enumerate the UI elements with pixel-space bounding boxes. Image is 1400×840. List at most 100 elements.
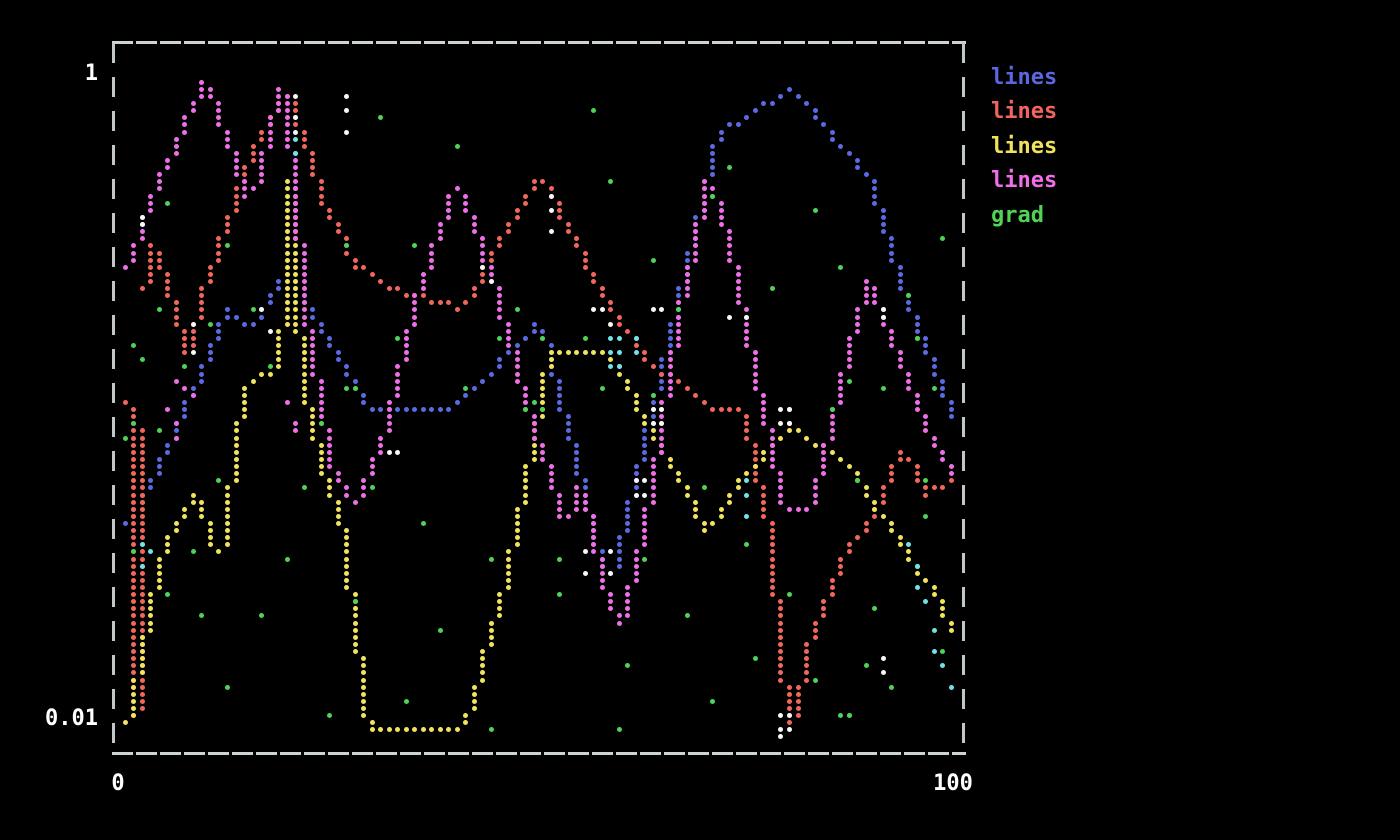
dot-series-3-lines bbox=[361, 478, 367, 484]
dot-overlap-white bbox=[642, 492, 648, 498]
dot-series-4-grad bbox=[829, 407, 835, 413]
dot-series-1-lines bbox=[804, 670, 809, 676]
dot-series-4-grad bbox=[437, 627, 443, 633]
dot-series-1-lines bbox=[786, 684, 792, 690]
dot-series-0-lines bbox=[659, 364, 665, 370]
dot-series-2-lines bbox=[361, 670, 367, 676]
dot-series-0-lines bbox=[625, 528, 631, 534]
dot-series-2-lines bbox=[207, 542, 213, 548]
dot-series-1-lines bbox=[880, 492, 886, 498]
dot-series-2-lines bbox=[897, 542, 903, 548]
dot-series-2-lines bbox=[872, 499, 878, 505]
dot-series-3-lines bbox=[165, 165, 171, 171]
legend-item-grad-4: grad bbox=[991, 202, 1044, 228]
dot-series-1-lines bbox=[582, 250, 588, 256]
dot-series-0-lines bbox=[897, 271, 903, 277]
dot-series-0-lines bbox=[931, 371, 937, 377]
dot-series-1-lines bbox=[131, 570, 137, 576]
dot-series-2-lines bbox=[514, 542, 520, 548]
dot-series-2-lines bbox=[250, 378, 256, 384]
dot-series-2-lines bbox=[352, 634, 358, 640]
dot-series-1-lines bbox=[139, 627, 145, 633]
dot-series-1-lines bbox=[148, 264, 154, 270]
dot-series-0-lines bbox=[880, 214, 886, 220]
dot-series-0-lines bbox=[335, 357, 341, 363]
dot-series-2-lines bbox=[523, 464, 529, 470]
dot-series-3-lines bbox=[131, 250, 137, 256]
dot-series-0-lines bbox=[778, 93, 784, 99]
dot-series-1-lines bbox=[582, 257, 588, 263]
dot-series-3-lines bbox=[599, 570, 605, 576]
dot-series-3-lines bbox=[284, 136, 290, 142]
legend-item-lines-3: lines bbox=[991, 168, 1058, 194]
dot-series-0-lines bbox=[242, 321, 248, 327]
dot-series-2-lines bbox=[761, 456, 767, 462]
dot-series-1-lines bbox=[914, 464, 920, 470]
dot-series-0-lines bbox=[557, 378, 563, 384]
dot-series-4-grad bbox=[710, 698, 716, 704]
dot-series-0-lines bbox=[429, 407, 435, 413]
dot-series-3-lines bbox=[540, 449, 546, 455]
dot-series-2-lines bbox=[165, 535, 171, 541]
dot-series-4-grad bbox=[838, 713, 844, 719]
dot-series-3-lines bbox=[931, 442, 937, 448]
dot-series-0-lines bbox=[182, 399, 188, 405]
dot-series-3-lines bbox=[591, 513, 597, 519]
dot-series-2-lines bbox=[131, 698, 137, 704]
dot-series-0-lines bbox=[199, 364, 205, 370]
dot-series-2-lines bbox=[139, 656, 145, 662]
dot-extra-violet bbox=[173, 378, 179, 384]
dot-series-2-lines bbox=[352, 620, 358, 626]
dot-series-2-lines bbox=[284, 236, 290, 242]
dot-series-2-lines bbox=[148, 592, 154, 598]
dot-series-3-lines bbox=[403, 357, 409, 363]
dot-overlap-white bbox=[344, 108, 350, 114]
dot-series-0-lines bbox=[931, 357, 937, 363]
dot-series-3-lines bbox=[548, 464, 554, 470]
dot-series-3-lines bbox=[190, 108, 196, 114]
dot-series-3-lines bbox=[829, 435, 835, 441]
dot-series-3-lines bbox=[821, 464, 827, 470]
dot-series-3-lines bbox=[838, 385, 844, 391]
dot-series-3-lines bbox=[676, 300, 682, 306]
dot-series-0-lines bbox=[642, 449, 648, 455]
dot-series-1-lines bbox=[557, 207, 563, 213]
dot-overlap-cyan bbox=[633, 350, 639, 356]
dot-series-2-lines bbox=[310, 428, 316, 434]
dot-series-3-lines bbox=[327, 449, 333, 455]
dot-series-2-lines bbox=[505, 577, 511, 583]
dot-series-0-lines bbox=[216, 328, 222, 334]
dot-series-2-lines bbox=[565, 350, 571, 356]
dot-series-1-lines bbox=[778, 663, 784, 669]
dot-series-2-lines bbox=[233, 478, 239, 484]
dot-series-1-lines bbox=[242, 165, 248, 171]
dot-series-1-lines bbox=[463, 300, 469, 306]
dot-series-1-lines bbox=[139, 499, 145, 505]
dot-series-4-grad bbox=[250, 307, 256, 313]
dot-series-1-lines bbox=[139, 478, 145, 484]
dot-series-4-grad bbox=[412, 243, 418, 249]
dot-series-3-lines bbox=[889, 335, 895, 341]
dot-series-3-lines bbox=[480, 250, 486, 256]
dot-series-0-lines bbox=[710, 165, 716, 171]
dot-series-3-lines bbox=[642, 535, 648, 541]
dot-series-0-lines bbox=[650, 414, 656, 420]
dot-series-4-grad bbox=[786, 592, 792, 598]
dot-series-1-lines bbox=[574, 236, 580, 242]
dot-overlap-cyan bbox=[948, 684, 954, 690]
dot-series-0-lines bbox=[812, 108, 818, 114]
dot-series-4-grad bbox=[608, 179, 614, 185]
dot-series-3-lines bbox=[335, 471, 341, 477]
dot-series-2-lines bbox=[327, 492, 333, 498]
dot-series-3-lines bbox=[242, 186, 248, 192]
dot-series-1-lines bbox=[676, 378, 682, 384]
dot-series-0-lines bbox=[923, 350, 929, 356]
dot-series-0-lines bbox=[667, 335, 673, 341]
dot-series-0-lines bbox=[471, 385, 477, 391]
dot-series-3-lines bbox=[650, 464, 656, 470]
dot-series-3-lines bbox=[752, 357, 758, 363]
dot-series-2-lines bbox=[173, 528, 179, 534]
dot-series-3-lines bbox=[667, 392, 673, 398]
dot-series-1-lines bbox=[812, 634, 818, 640]
dot-series-3-lines bbox=[267, 143, 273, 149]
